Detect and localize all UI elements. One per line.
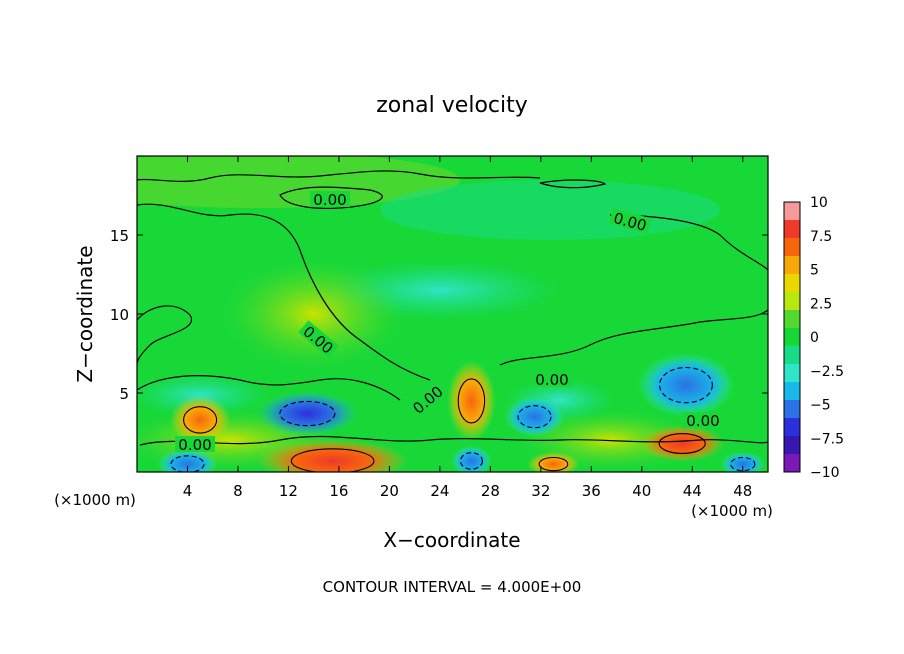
colorbar-tick-label: 2.5 (810, 296, 832, 312)
colorbar-tick-label: 10 (810, 195, 828, 211)
field-feature (447, 360, 496, 441)
field-feature (257, 391, 358, 436)
contour-label: 0.00 (686, 412, 719, 430)
field-feature (640, 425, 725, 462)
field-feature (170, 395, 231, 444)
chart-title: zonal velocity (376, 93, 528, 118)
contour-ring (170, 455, 205, 472)
colorbar-tick-label: 7.5 (810, 229, 832, 245)
contour-line (137, 203, 431, 381)
y-tick-label: 15 (110, 227, 129, 245)
colorbar-swatch (784, 400, 800, 419)
colorbar-swatch (784, 274, 800, 293)
colorbar-tick-label: −10 (810, 465, 840, 481)
contour-label: 0.00 (313, 191, 346, 209)
contour-line (137, 375, 401, 401)
contour-label-bg (683, 412, 723, 428)
contour-label: 0.00 (178, 436, 211, 454)
field-feature (504, 396, 565, 437)
colorbar-tick-label: −2.5 (810, 364, 844, 380)
field-features (137, 156, 765, 472)
colorbar-tick-label: −5 (810, 398, 831, 414)
field-feature (451, 445, 492, 472)
contour-line (137, 170, 541, 183)
contour-ring (658, 433, 706, 455)
field-patch (137, 156, 460, 208)
contour-ring (279, 400, 336, 427)
contour-label: 0.00 (535, 371, 568, 389)
colorbar-swatch (784, 418, 800, 437)
colorbar-swatch (784, 364, 800, 383)
y-tick-label: 5 (119, 385, 129, 403)
colorbar-swatch (784, 454, 800, 473)
contour-label-bg (310, 191, 350, 207)
colorbar-swatch (784, 220, 800, 239)
x-tick-label: 8 (233, 482, 243, 500)
contour-label-bg (406, 380, 448, 419)
colorbar-frame (783, 201, 801, 473)
contour-ring (457, 378, 486, 424)
x-axis: 4 8 12 16 20 24 28 32 36 40 44 48 (183, 156, 752, 500)
colorbar-swatch (784, 436, 800, 455)
field-feature (637, 353, 734, 418)
contour-line (137, 305, 193, 366)
colorbar-tick-label: 5 (810, 263, 819, 279)
contour-label-bg (298, 320, 340, 359)
contour-line (139, 435, 768, 446)
contour-ring (730, 456, 756, 472)
colorbar-swatch (784, 382, 800, 401)
x-tick-label: 48 (733, 482, 752, 500)
contour-ring (459, 452, 483, 470)
colorbar: 10 7.5 5 2.5 0 −2.5 −5 −7.5 −10 (783, 195, 844, 481)
y-axis-label: Z−coordinate (73, 245, 97, 382)
x-tick-label: 32 (531, 482, 550, 500)
colorbar-swatch (784, 292, 800, 311)
colorbar-swatch (784, 256, 800, 275)
contour-line (279, 186, 383, 210)
contour-label-bg (175, 436, 215, 452)
x-tick-label: 16 (329, 482, 348, 500)
colorbar-swatch (784, 328, 800, 347)
colorbar-tick-label: 0 (810, 330, 819, 346)
contour-ring (538, 456, 569, 472)
x-tick-label: 40 (632, 482, 651, 500)
y-axis: 5 10 15 (110, 227, 768, 403)
x-unit-right: (×1000 m) (691, 502, 773, 520)
x-axis-label: X−coordinate (383, 528, 520, 552)
x-tick-label: 36 (582, 482, 601, 500)
contour-line (539, 179, 607, 189)
field-feature (157, 449, 218, 472)
contour-ring (659, 366, 713, 404)
colorbar-swatch (784, 202, 800, 221)
contour-ring (290, 448, 375, 472)
field-feature (257, 438, 408, 472)
x-tick-label: 24 (430, 482, 449, 500)
plot-area (136, 155, 769, 473)
x-tick-label: 20 (380, 482, 399, 500)
x-unit-left: (×1000 m) (54, 491, 136, 509)
field-patch (380, 180, 720, 240)
contour-label-bg (608, 208, 652, 234)
field-patch (137, 373, 270, 417)
x-tick-label: 4 (183, 482, 193, 500)
colorbar-swatch (784, 310, 800, 329)
contour-line (499, 309, 768, 366)
contour-ring (517, 405, 552, 429)
x-tick-label: 12 (279, 482, 298, 500)
colorbar-swatch (784, 346, 800, 365)
contour-ring (183, 406, 218, 434)
colorbar-tick-label: −7.5 (810, 431, 844, 447)
x-tick-label: 44 (683, 482, 702, 500)
colorbar-swatch (784, 238, 800, 257)
y-tick-label: 10 (110, 306, 129, 324)
field-feature (223, 259, 404, 369)
x-tick-label: 28 (481, 482, 500, 500)
contour-label-bg (532, 371, 572, 387)
contour-interval-label: CONTOUR INTERVAL = 4.000E+00 (323, 578, 582, 596)
